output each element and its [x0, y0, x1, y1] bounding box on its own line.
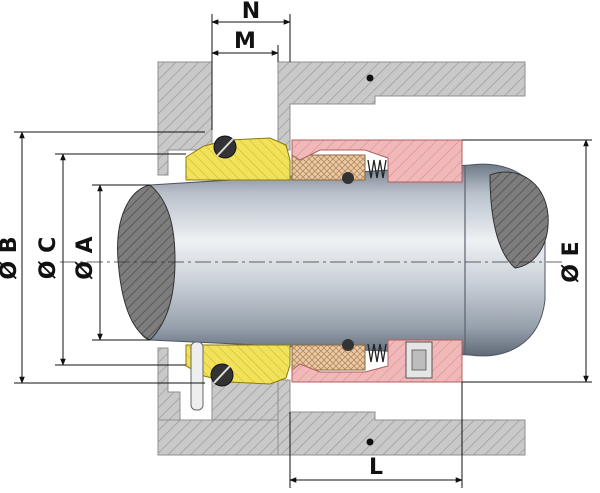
anti-rotation-pin	[190, 341, 204, 411]
label-a: Ø A	[73, 236, 98, 279]
stationary-seat-lower	[185, 341, 291, 411]
label-n: N	[242, 0, 260, 24]
label-l: L	[369, 455, 383, 480]
dimension-c: Ø C	[36, 153, 186, 366]
stationary-seat-upper	[185, 135, 291, 181]
label-e: Ø E	[559, 241, 584, 282]
dimension-e: Ø E	[462, 139, 592, 383]
dimension-b: Ø B	[0, 131, 205, 384]
dimension-a: Ø A	[73, 184, 150, 341]
dimension-n: N	[211, 0, 291, 130]
housing-lower	[157, 347, 526, 456]
shaft	[60, 163, 565, 357]
dimension-m: M	[211, 29, 279, 62]
label-c: Ø C	[36, 237, 61, 280]
dimension-l: L	[289, 382, 463, 488]
housing-upper	[157, 61, 526, 176]
label-m: M	[234, 29, 256, 54]
seal-body	[291, 139, 463, 383]
rotating-face	[291, 154, 366, 371]
label-b: Ø B	[0, 236, 22, 279]
springs	[367, 159, 387, 363]
